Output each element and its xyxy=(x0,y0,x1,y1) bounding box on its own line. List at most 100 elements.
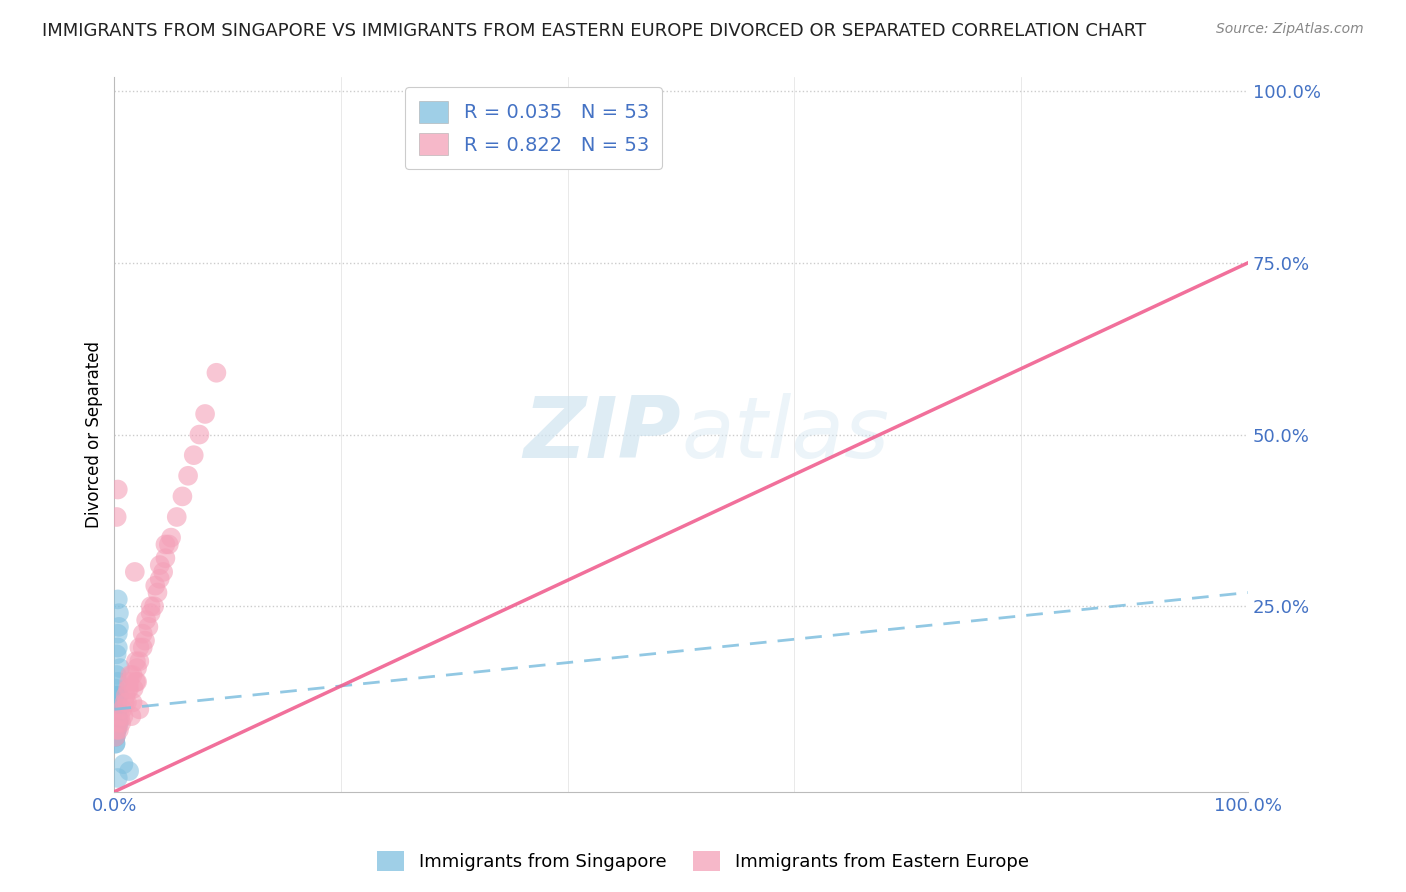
Point xyxy=(134,633,156,648)
Point xyxy=(104,681,127,696)
Point xyxy=(104,689,127,703)
Point xyxy=(155,537,177,551)
Point xyxy=(104,723,127,737)
Point xyxy=(104,737,127,751)
Point xyxy=(122,681,145,696)
Point xyxy=(104,702,127,716)
Point xyxy=(121,668,143,682)
Point xyxy=(104,695,127,709)
Point xyxy=(108,689,131,703)
Point xyxy=(105,648,128,662)
Point xyxy=(118,764,141,778)
Point xyxy=(104,723,127,737)
Point xyxy=(105,716,128,731)
Point xyxy=(104,716,127,731)
Point xyxy=(105,695,128,709)
Point xyxy=(121,695,143,709)
Point xyxy=(104,709,127,723)
Point xyxy=(104,730,127,744)
Point xyxy=(108,716,131,731)
Point xyxy=(128,654,150,668)
Point xyxy=(104,702,127,716)
Point xyxy=(105,702,128,716)
Text: Source: ZipAtlas.com: Source: ZipAtlas.com xyxy=(1216,22,1364,37)
Point xyxy=(105,723,128,737)
Point xyxy=(157,537,180,551)
Point xyxy=(107,716,129,731)
Point xyxy=(105,709,128,723)
Point xyxy=(139,606,162,620)
Point xyxy=(104,723,127,737)
Point xyxy=(108,661,131,675)
Point xyxy=(105,723,128,737)
Point xyxy=(107,674,129,689)
Legend: Immigrants from Singapore, Immigrants from Eastern Europe: Immigrants from Singapore, Immigrants fr… xyxy=(370,844,1036,879)
Point xyxy=(114,689,136,703)
Point xyxy=(104,709,127,723)
Point xyxy=(120,709,142,723)
Point xyxy=(120,668,142,682)
Point xyxy=(107,640,129,655)
Point xyxy=(107,716,129,731)
Point xyxy=(104,730,127,744)
Point xyxy=(172,489,194,503)
Point xyxy=(124,565,146,579)
Point xyxy=(104,730,127,744)
Point xyxy=(118,674,141,689)
Point xyxy=(107,702,129,716)
Point xyxy=(155,551,177,566)
Point xyxy=(105,716,128,731)
Point xyxy=(205,366,228,380)
Point xyxy=(194,407,217,421)
Point xyxy=(108,723,131,737)
Point xyxy=(111,702,134,716)
Point xyxy=(107,689,129,703)
Point xyxy=(107,771,129,785)
Point xyxy=(107,592,129,607)
Point xyxy=(188,427,211,442)
Point xyxy=(105,668,128,682)
Point xyxy=(135,613,157,627)
Point xyxy=(107,626,129,640)
Point xyxy=(107,483,129,497)
Point xyxy=(105,702,128,716)
Point xyxy=(104,737,127,751)
Point xyxy=(105,709,128,723)
Point xyxy=(108,620,131,634)
Point xyxy=(125,674,148,689)
Point xyxy=(183,448,205,462)
Point xyxy=(139,599,162,614)
Point xyxy=(110,716,132,731)
Point xyxy=(114,695,136,709)
Point xyxy=(138,620,160,634)
Point xyxy=(146,585,169,599)
Point xyxy=(149,558,172,572)
Point xyxy=(107,709,129,723)
Point xyxy=(115,695,138,709)
Point xyxy=(104,709,127,723)
Text: ZIP: ZIP xyxy=(523,393,681,476)
Point xyxy=(104,695,127,709)
Point xyxy=(112,709,135,723)
Point xyxy=(112,757,135,772)
Point xyxy=(104,716,127,731)
Point xyxy=(104,716,127,731)
Point xyxy=(166,510,188,524)
Point xyxy=(143,579,166,593)
Point xyxy=(104,702,127,716)
Point xyxy=(105,723,128,737)
Point xyxy=(118,681,141,696)
Legend: R = 0.035   N = 53, R = 0.822   N = 53: R = 0.035 N = 53, R = 0.822 N = 53 xyxy=(405,87,662,169)
Point xyxy=(104,730,127,744)
Point xyxy=(105,709,128,723)
Point xyxy=(105,510,128,524)
Point xyxy=(125,674,148,689)
Point xyxy=(132,626,155,640)
Point xyxy=(108,709,131,723)
Point xyxy=(160,531,183,545)
Y-axis label: Divorced or Separated: Divorced or Separated xyxy=(86,341,103,528)
Point xyxy=(117,681,139,696)
Text: atlas: atlas xyxy=(681,393,889,476)
Point xyxy=(143,599,166,614)
Point xyxy=(152,565,174,579)
